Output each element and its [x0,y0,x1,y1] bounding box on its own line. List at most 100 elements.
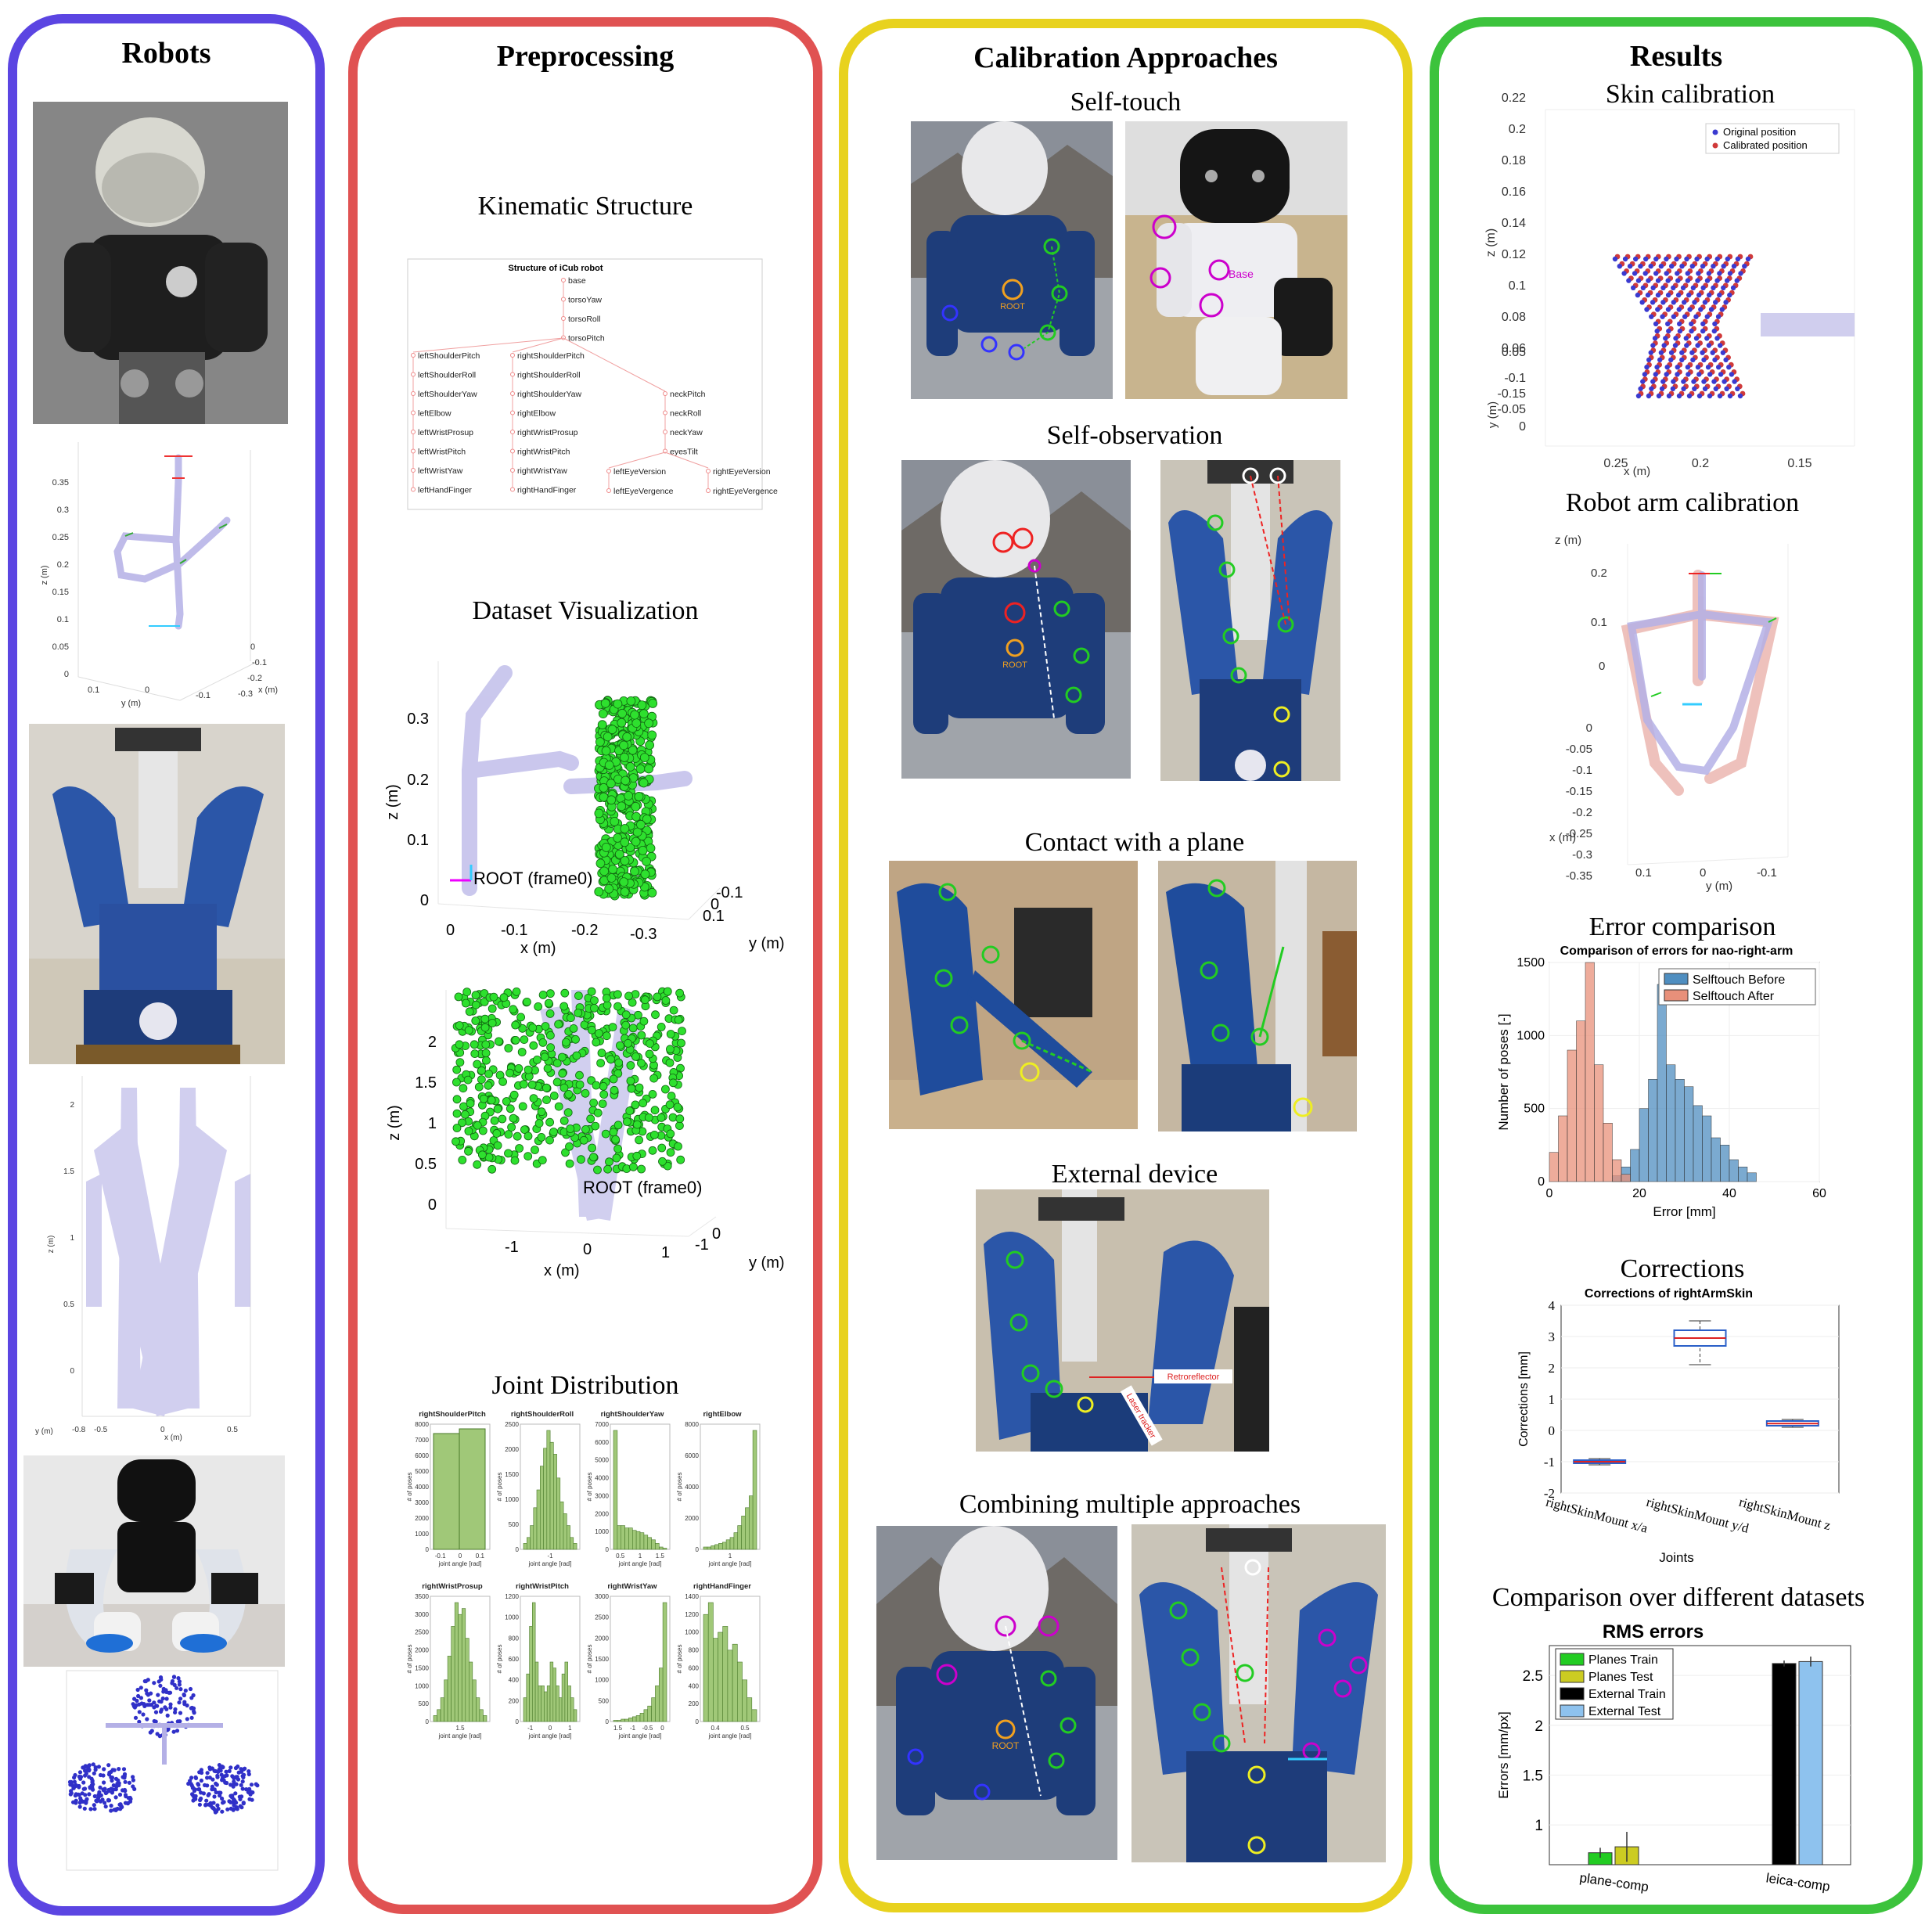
point [545,1135,554,1145]
corrections-ytick: 0 [1549,1423,1556,1438]
skin-taxel [72,1775,77,1780]
plane-photo-2 [1158,861,1357,1131]
point [647,730,657,740]
point [581,1088,590,1098]
point [559,1083,569,1092]
skin-taxel [189,1775,194,1780]
original-point [1715,314,1722,319]
original-point [1725,278,1730,283]
joint-bar [447,1656,452,1722]
skin-taxel [243,1766,247,1771]
point [598,1099,607,1109]
point [566,1013,575,1023]
original-point [1652,336,1658,341]
dataset1-xtick: -0.1 [501,922,527,939]
point [613,1002,622,1011]
joint-bar [617,1525,622,1550]
joint-xtick: -1 [630,1725,636,1732]
nao-skin-dots [67,1675,260,1815]
joint-bar [546,1430,551,1550]
original-point [1692,386,1697,391]
skin-ztick: 0.18 [1502,154,1526,167]
original-point [1724,386,1729,391]
original-point [1712,321,1718,327]
dataset2-point-cloud [451,987,686,1175]
point [639,1016,649,1026]
point [522,997,531,1006]
skin-taxel [196,1787,201,1792]
point [665,1058,675,1067]
original-point [1666,393,1672,399]
joint-ytick: 0 [696,1546,700,1553]
skin-taxel [183,1688,188,1693]
skin-taxel [112,1768,117,1772]
original-point [1658,264,1664,269]
joint-bar [732,1643,738,1722]
skin-taxel [249,1783,254,1787]
rms-xtick: leica-comp [1765,1870,1831,1894]
skin-taxel [173,1710,178,1714]
arm-xztick: -0.35 [1566,869,1592,883]
point [504,1130,513,1139]
point [544,998,553,1008]
point [489,992,498,1002]
joint-bar [556,1477,561,1550]
point [624,991,633,1001]
original-point [1653,372,1658,377]
skin-taxel [197,1802,202,1807]
skin-taxel [155,1732,160,1736]
tree-node-label: rightWristProsup [517,428,578,437]
original-point [1677,321,1682,327]
skin-taxel [236,1764,240,1769]
skin-ytick: 0 [1519,420,1526,434]
legend-swatch [1560,1653,1585,1666]
skin-taxel [123,1789,128,1793]
joint-bar [613,1720,618,1722]
error-comparison-chart: Comparison of errors for nao-right-arm 0 5… [1491,939,1843,1229]
point [538,1156,547,1165]
error-bar [1657,984,1667,1182]
point [602,994,611,1003]
point [587,987,596,996]
skin-taxel [97,1790,102,1794]
original-point [1635,278,1642,283]
skin-taxel [103,1801,107,1805]
original-point [1671,379,1676,384]
error-bar [1738,1167,1748,1182]
joint-ytick: 1000 [505,1614,519,1621]
skin-taxel [164,1696,169,1701]
point [454,992,463,1002]
point [538,1038,548,1047]
legend-swatch [1560,1670,1585,1683]
skin-taxel [117,1792,123,1797]
point [604,883,614,894]
contact-plane-title: Contact with a plane [1024,828,1245,857]
arm-ztick: 0.1 [1591,616,1607,629]
rms-legend-label: Planes Test [1588,1671,1653,1684]
point [465,1007,474,1016]
original-point [1676,307,1682,312]
original-point [1684,256,1689,262]
tree-node [411,487,416,492]
dataset1-zlabel: z (m) [384,784,401,820]
point [513,1131,522,1141]
skin-taxel [88,1786,92,1790]
skin-taxel [85,1797,89,1801]
joint-ytick: 3000 [415,1499,429,1506]
original-point [1649,386,1654,391]
point [678,1027,686,1035]
original-point [1655,278,1661,283]
point [461,998,470,1008]
skin-taxel [236,1770,241,1775]
original-point [1695,365,1701,370]
original-point [1685,365,1691,370]
joint-bar [549,1661,554,1722]
point [589,1098,599,1107]
point [649,1074,659,1083]
robot-plot2-ylabel: y (m) [35,1427,53,1436]
point [605,1157,613,1167]
point [458,1155,467,1164]
skin-legend-calibrated: Calibrated position [1723,139,1808,151]
original-point [1718,343,1723,348]
joint-ylabel: # of poses [496,1473,503,1502]
